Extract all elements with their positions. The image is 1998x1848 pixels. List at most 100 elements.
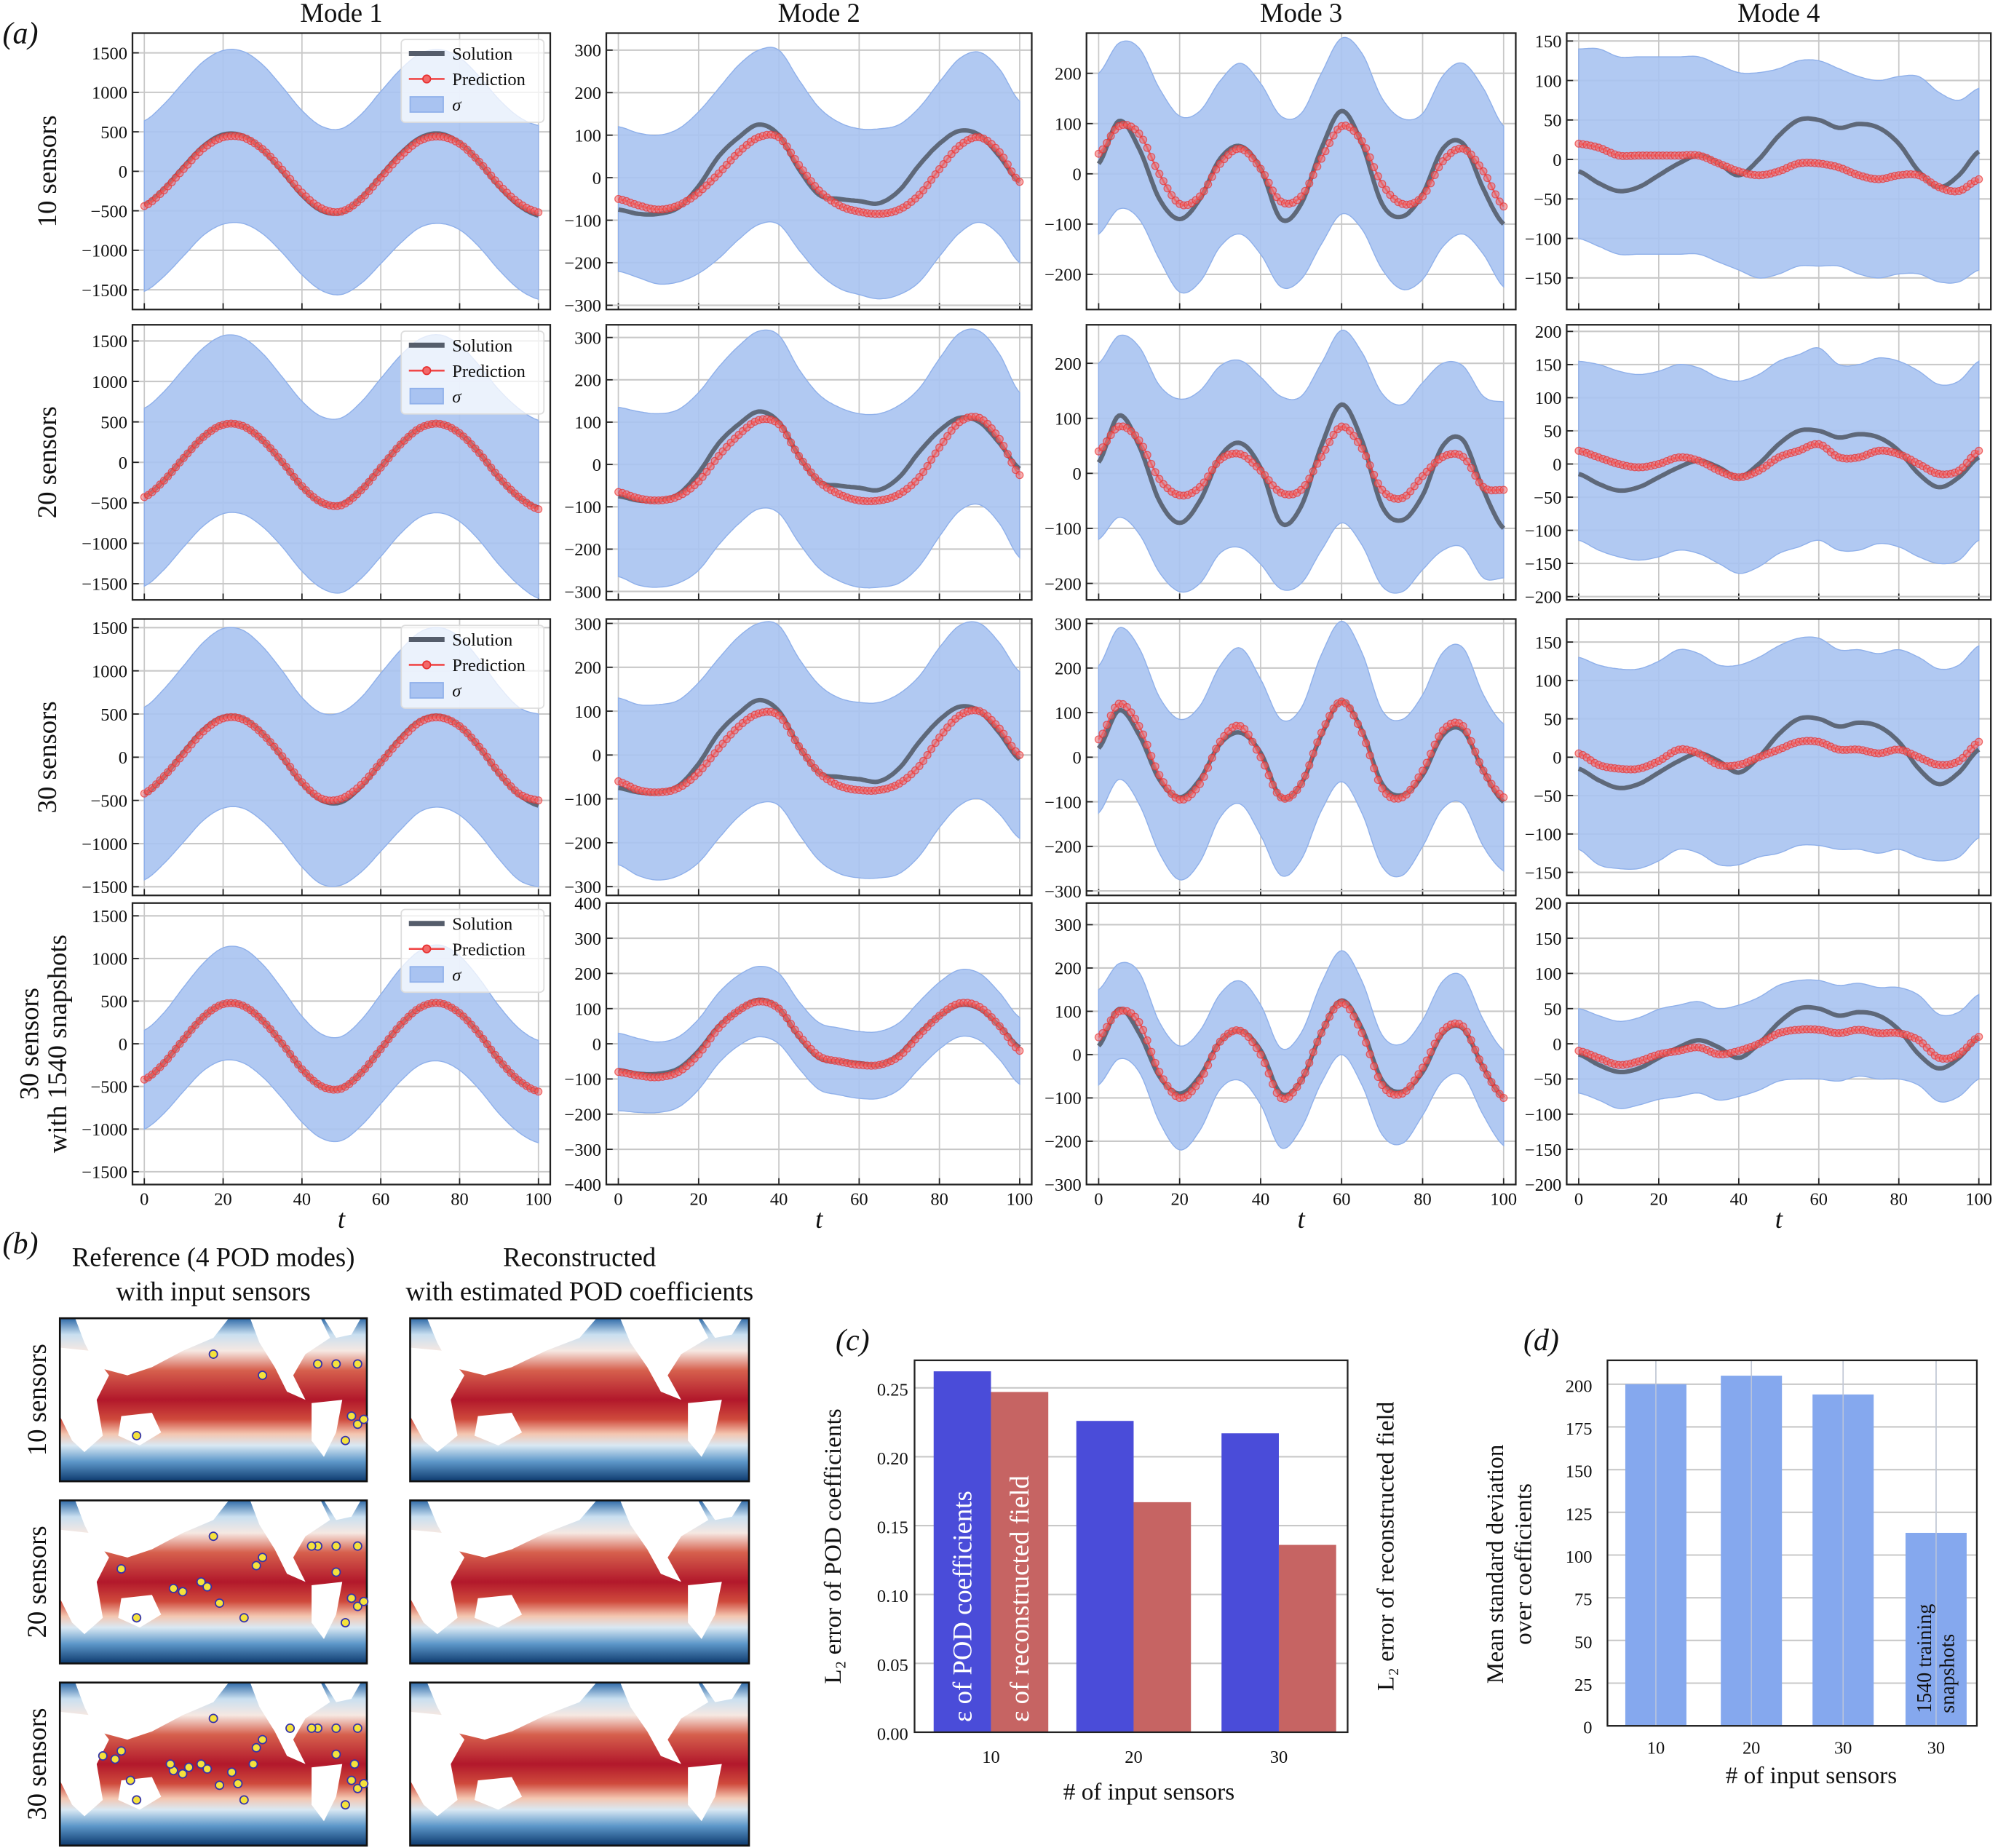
sensor-marker bbox=[215, 1780, 225, 1791]
y-tick-label: −400 bbox=[564, 1175, 601, 1195]
prediction-marker bbox=[1208, 1052, 1216, 1060]
prediction-marker bbox=[1135, 1018, 1143, 1026]
map-frame bbox=[409, 1499, 750, 1665]
prediction-marker bbox=[483, 753, 491, 761]
x-tick-label: 60 bbox=[372, 1189, 389, 1209]
prediction-marker bbox=[1410, 1076, 1419, 1084]
prediction-marker bbox=[1256, 164, 1265, 173]
prediction-marker bbox=[1256, 753, 1265, 761]
x-axis-label: t bbox=[338, 1204, 346, 1234]
land-mask bbox=[118, 1777, 162, 1810]
legend-prediction-label: Prediction bbox=[452, 940, 526, 959]
land-mask bbox=[427, 1682, 597, 1740]
land-mask bbox=[410, 1347, 465, 1452]
prediction-marker bbox=[1212, 745, 1221, 753]
y-tick-label: 50 bbox=[1544, 710, 1561, 729]
y-tick-label: 500 bbox=[100, 992, 127, 1012]
sigma-band bbox=[617, 47, 1020, 300]
bar-reconstructed-field-error bbox=[1278, 1544, 1336, 1732]
x-tick-label: 40 bbox=[770, 1189, 788, 1209]
mode-title: Mode 2 bbox=[778, 0, 860, 28]
y-tick-label: −150 bbox=[1525, 555, 1562, 574]
y-tick-label: 300 bbox=[574, 614, 601, 634]
sensor-marker bbox=[226, 1767, 237, 1777]
prediction-marker bbox=[1975, 446, 1983, 455]
prediction-marker bbox=[995, 435, 1004, 443]
prediction-marker bbox=[1139, 730, 1148, 739]
y-tick-label: −200 bbox=[564, 1106, 601, 1125]
y-tick-label: 0 bbox=[1072, 748, 1081, 768]
y-tick-label: 0 bbox=[1072, 464, 1081, 484]
prediction-marker bbox=[1467, 150, 1475, 159]
x-tick-label: 0 bbox=[614, 1189, 622, 1209]
sensor-marker bbox=[341, 1435, 350, 1446]
prediction-marker bbox=[1007, 742, 1016, 750]
y-tick-label: −200 bbox=[564, 834, 601, 854]
y-tick-label: 1000 bbox=[92, 662, 127, 681]
y-tick-label: 200 bbox=[1535, 894, 1562, 913]
legend-sigma-swatch bbox=[409, 387, 444, 405]
prediction-marker bbox=[1459, 1022, 1467, 1031]
y-tick-label: 100 bbox=[1535, 71, 1562, 91]
prediction-marker bbox=[1135, 721, 1143, 730]
y-tick-label: 200 bbox=[1055, 354, 1082, 374]
y-tick-label: 0.20 bbox=[877, 1449, 908, 1469]
y-tick-label: −200 bbox=[1525, 1175, 1562, 1195]
prediction-marker bbox=[1422, 1056, 1431, 1065]
y-tick-label: −500 bbox=[90, 494, 127, 514]
prediction-marker bbox=[1483, 773, 1491, 782]
y-tick-label: 100 bbox=[574, 702, 601, 722]
map-row-label: 30 sensors bbox=[22, 1708, 52, 1820]
land-mask bbox=[60, 1711, 109, 1817]
y-tick-label: 1500 bbox=[92, 619, 127, 638]
y-tick-label: −200 bbox=[1525, 587, 1562, 607]
prediction-marker bbox=[779, 1008, 788, 1017]
prediction-marker bbox=[803, 463, 812, 472]
prediction-marker bbox=[1151, 162, 1159, 170]
prediction-marker bbox=[1212, 165, 1221, 174]
prediction-marker bbox=[1143, 1036, 1151, 1044]
prediction-marker bbox=[1975, 737, 1983, 746]
prediction-marker bbox=[1106, 431, 1115, 440]
prediction-marker bbox=[935, 443, 944, 452]
prediction-marker bbox=[1313, 162, 1322, 171]
prediction-marker bbox=[782, 142, 791, 151]
prediction-marker bbox=[1293, 1082, 1301, 1091]
sensor-marker bbox=[208, 1531, 218, 1542]
land-mask bbox=[250, 1682, 330, 1764]
prediction-marker bbox=[1139, 135, 1148, 144]
prediction-marker bbox=[787, 438, 796, 447]
sigma-band bbox=[617, 965, 1020, 1114]
prediction-marker bbox=[991, 429, 1000, 438]
sensor-marker bbox=[132, 1795, 142, 1805]
prediction-marker bbox=[1007, 167, 1016, 176]
y-tick-label: 50 bbox=[1544, 999, 1561, 1019]
prediction-marker bbox=[1208, 466, 1216, 475]
y-tick-label: −100 bbox=[564, 1070, 601, 1090]
prediction-marker bbox=[1269, 186, 1277, 195]
land-mask bbox=[410, 1711, 465, 1817]
subplot-mode-1-row-1: −1500 −1000 −500 0 500 1000 1500 Solution Predic… bbox=[82, 32, 552, 311]
x-tick-label: 20 bbox=[214, 1189, 231, 1209]
axes-frame bbox=[1566, 32, 1992, 311]
prediction-marker bbox=[1015, 750, 1024, 759]
sensor-marker bbox=[313, 1359, 322, 1369]
prediction-marker bbox=[1103, 437, 1111, 445]
axes-frame bbox=[605, 324, 1033, 601]
legend: Solution Prediction σ bbox=[400, 39, 545, 123]
prediction-marker bbox=[1365, 751, 1374, 760]
y-tick-label: −100 bbox=[1525, 229, 1562, 249]
reconstructed-map bbox=[409, 1499, 750, 1665]
prediction-marker bbox=[1301, 1068, 1309, 1077]
prediction-marker bbox=[1487, 1078, 1496, 1087]
y-axis-label: over coefficients bbox=[1510, 1483, 1537, 1645]
y-tick-label: 300 bbox=[1055, 614, 1082, 634]
solution-line bbox=[1096, 108, 1505, 226]
y-tick-label: −100 bbox=[1525, 521, 1562, 541]
prediction-marker bbox=[1261, 171, 1269, 180]
prediction-marker bbox=[1011, 466, 1020, 475]
land-mask bbox=[75, 1500, 229, 1558]
prediction-marker bbox=[1098, 729, 1107, 738]
sensor-marker bbox=[352, 1723, 362, 1733]
sensor-marker bbox=[251, 1561, 261, 1571]
